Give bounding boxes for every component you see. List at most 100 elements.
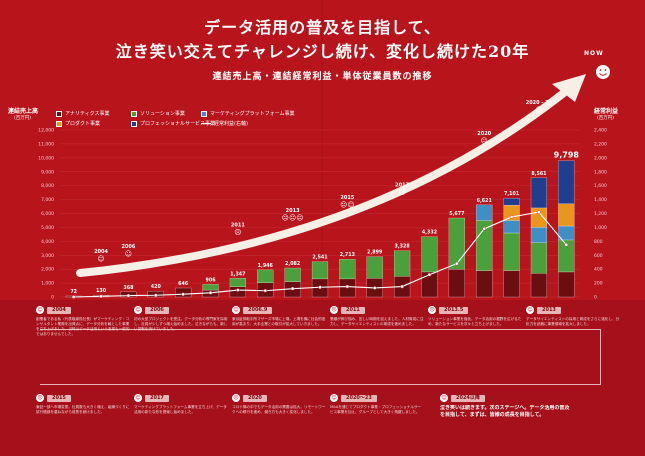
left-tick-label: 1,000 <box>41 281 54 287</box>
milestone-year: 2011 <box>231 222 245 228</box>
story-card: ☺ 2006 初の大型プロジェクトを受注。データ分析の専門家を採用し、社員が少しず… <box>134 306 228 341</box>
milestone-face-icon: ☹☺ <box>340 201 355 209</box>
profit-point <box>400 284 404 289</box>
face-icon: ☹ <box>36 394 44 402</box>
bar-segment <box>366 256 383 279</box>
left-tick-label: 7,000 <box>41 197 54 203</box>
bar-segment <box>558 160 575 204</box>
left-tick-label: 10,000 <box>38 155 54 161</box>
left-axis-unit: (百万円) <box>14 116 32 121</box>
story-year: 2020～23 <box>341 394 377 402</box>
face-icon: ☹ <box>232 394 240 402</box>
left-tick-label: 11,000 <box>38 141 54 147</box>
right-tick-label: 2,400 <box>594 128 607 134</box>
profit-point <box>509 215 514 219</box>
milestone-year: 2020 <box>477 131 491 137</box>
face-icon: ☺ <box>526 306 534 314</box>
face-icon: ☺ <box>330 394 338 402</box>
now-smiley-icon <box>596 65 610 79</box>
story-year: 2020 <box>243 394 267 402</box>
bar-segment <box>284 267 301 282</box>
face-icon: ☺ <box>134 394 142 402</box>
bar-segment <box>558 203 575 227</box>
bar-segment <box>530 227 548 243</box>
face-icon: ☺ <box>36 306 44 314</box>
value-labels: 72 130 368 420 646 906 1,347 1,946 2,082 2,541 2,7… <box>70 151 579 295</box>
bar-total-label: 646 <box>178 281 189 287</box>
profit-point <box>564 243 569 247</box>
bar-total-label: 368 <box>123 285 134 291</box>
bar-total-label: 2,899 <box>367 250 383 256</box>
right-tick-label: 1,200 <box>594 211 607 217</box>
story-card: ☺ 2017 マーケティングプラットフォーム事業を立ち上げ、データ活用の新たな形を… <box>134 394 228 429</box>
bar-segment <box>202 284 219 291</box>
story-text: ソリューション事業を強化。データ活用の裾野を広げるため、新たなサービスを次々と立… <box>428 317 522 326</box>
bar-segment <box>503 198 520 206</box>
left-tick-label: 12,000 <box>38 128 54 134</box>
profit-point <box>181 292 185 297</box>
bar-total-label: 9,798 <box>554 151 580 160</box>
bar-total-label: 8,561 <box>531 171 546 177</box>
face-icon: ☺ <box>232 306 240 314</box>
bar-segment <box>339 259 356 280</box>
bar-total-label: 2,082 <box>285 261 300 267</box>
story-card: ☺ 2024以降 泣き笑いは続きます。次のステージへ。データ活用の普及を目指して、… <box>440 394 570 429</box>
profit-point <box>482 227 487 231</box>
bar-segment <box>530 242 548 274</box>
story-year: 2013 <box>537 306 561 314</box>
milestone-year: 2013 <box>286 208 300 214</box>
bar-total-label: 2,713 <box>340 252 355 258</box>
bar-total-label: 7,101 <box>504 191 519 197</box>
story-card: ☹ 2013.5 ソリューション事業を強化。データ活用の裾野を広げるため、新たなサ… <box>428 306 522 341</box>
legend-swatch <box>56 120 62 127</box>
legend-swatch <box>131 110 137 117</box>
face-icon: ☹ <box>428 306 436 314</box>
bar-segment <box>394 250 411 277</box>
left-tick-label: 3,000 <box>41 253 54 259</box>
bar-total-label: 5,677 <box>449 211 464 217</box>
left-tick-label: 8,000 <box>41 183 54 189</box>
face-icon: ☺ <box>134 306 142 314</box>
bar-segment <box>530 177 548 209</box>
story-year: 2011 <box>341 306 365 314</box>
bar-total-label: 1,946 <box>258 263 274 269</box>
right-tick-label: 1,600 <box>594 183 607 189</box>
story-card: ☹ 2015 東証一部へ市場変更。社員数も大きく増え、組織づくりに試行錯誤を重ねな… <box>36 394 130 429</box>
profit-point <box>71 295 76 299</box>
profit-point <box>99 294 103 299</box>
left-tick-label: 2,000 <box>41 267 54 273</box>
left-tick-label: 4,000 <box>41 239 54 245</box>
legend-swatch <box>131 120 137 127</box>
bars <box>65 160 575 298</box>
profit-point <box>345 284 350 289</box>
legend-item-solution: ソリューション事業 <box>131 110 185 117</box>
story-card: ☺ 2020～23 M&Aを通じてプロダクト事業・プロフェッショナルサービス事業を… <box>330 394 424 429</box>
story-card: ☹ 2011 業績が伸び悩み、苦しい時期を迎えました。人材育成に注力し、データサイ… <box>330 306 424 341</box>
story-card: ☺ 2006.9 東京証券取引所マザーズ市場に上場。上場を機に社会的信用が高まり、… <box>232 306 326 341</box>
profit-point <box>126 293 131 298</box>
right-tick-label: 1,400 <box>594 197 607 203</box>
bar-segment <box>503 232 520 271</box>
milestone-face-icon: ☺ <box>125 250 132 258</box>
milestone-year: 2015 <box>340 195 354 201</box>
title-line-1: データ活用の普及を目指して、 <box>204 18 441 37</box>
profit-point <box>208 291 213 295</box>
profit-point <box>427 272 432 277</box>
bar-segment <box>257 269 274 283</box>
milestone-year: 2004 <box>94 249 108 255</box>
profit-point <box>290 286 295 291</box>
bar-segment <box>421 236 438 273</box>
milestone-face-icon: ☹ <box>234 228 241 236</box>
left-tick-label: 0 <box>51 295 54 301</box>
bar-segment <box>476 270 493 298</box>
title-line-2: 泣き笑い交えてチャレンジし続け、変化し続けた20年 <box>115 42 530 61</box>
right-axis-unit: (百万円) <box>597 116 615 121</box>
story-text: M&Aを通じてプロダクト事業・プロフェッショナルサービス事業を加え、グループとし… <box>330 405 422 414</box>
right-tick-label: 1,800 <box>594 169 607 175</box>
legend-item-product: プロダクト事業 <box>56 120 100 127</box>
right-tick-label: 600 <box>594 253 603 259</box>
bar-total-label: 6,621 <box>477 198 492 204</box>
profit-point <box>537 210 541 214</box>
milestones: 2004☺2006☺2011☹2013☹☹☹2015☹☺2017☺2020☹20… <box>94 100 553 263</box>
story-text: 初の大型プロジェクトを受注。データ分析の専門家を採用し、社員が少しずつ増え始めま… <box>134 317 228 331</box>
